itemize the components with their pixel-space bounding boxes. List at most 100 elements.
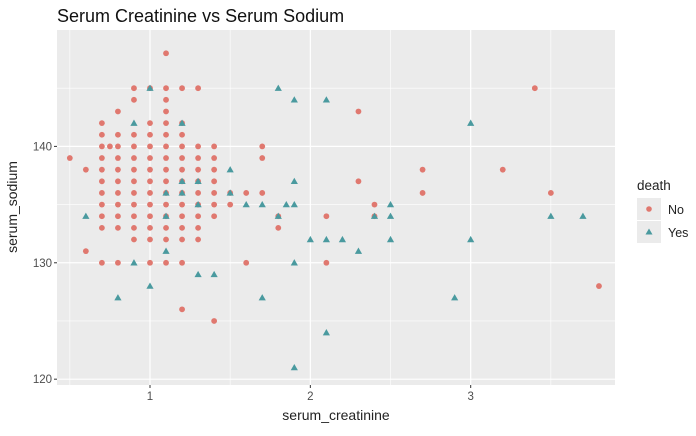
data-point-no: [211, 143, 218, 150]
data-point-no: [147, 201, 153, 208]
data-point-yes: [146, 84, 154, 91]
data-point-no: [163, 50, 169, 57]
data-point-no: [179, 213, 185, 220]
data-point-no: [115, 166, 121, 173]
data-point-no: [547, 190, 554, 196]
data-point-yes: [178, 119, 186, 126]
data-point-no: [419, 190, 426, 196]
data-point-no: [147, 259, 153, 266]
data-point-no: [131, 166, 137, 173]
data-point-yes: [194, 270, 202, 278]
data-point-no: [131, 190, 137, 196]
data-point-yes: [162, 212, 170, 219]
data-point-no: [243, 259, 250, 266]
data-point-yes: [178, 177, 186, 185]
data-point-no: [211, 213, 218, 220]
data-point-no: [115, 143, 121, 150]
data-point-no: [82, 248, 89, 255]
y-tick-label: 130: [33, 258, 52, 270]
data-point-no: [179, 85, 185, 92]
data-point-no: [195, 155, 202, 161]
data-point-yes: [322, 329, 330, 336]
data-points: [66, 50, 602, 371]
data-point-no: [115, 108, 121, 115]
data-point-no: [147, 224, 153, 231]
legend-label-no: No: [668, 203, 684, 217]
data-point-no: [275, 224, 282, 231]
data-point-yes: [258, 294, 266, 301]
data-point-no: [115, 178, 121, 185]
legend-label-yes: Yes: [668, 226, 688, 240]
data-point-no: [163, 108, 169, 115]
data-point-no: [98, 131, 105, 138]
data-point-no: [179, 201, 185, 208]
x-axis-title: serum_creatinine: [282, 407, 390, 423]
data-point-yes: [210, 270, 218, 278]
data-point-no: [195, 85, 202, 92]
data-point-no: [98, 190, 105, 196]
data-point-no: [115, 259, 121, 266]
data-point-no: [163, 236, 169, 243]
chart-title: Serum Creatinine vs Serum Sodium: [57, 6, 344, 26]
data-point-no: [195, 166, 202, 173]
data-point-no: [147, 143, 153, 150]
data-point-no: [355, 108, 362, 115]
data-point-no: [131, 213, 137, 220]
data-point-no: [596, 283, 602, 289]
data-point-no: [98, 120, 105, 127]
data-point-no: [195, 213, 202, 220]
data-point-yes: [290, 200, 298, 208]
data-point-no: [98, 259, 105, 266]
data-point-yes: [274, 84, 282, 91]
data-point-no: [163, 224, 169, 231]
data-point-yes: [226, 189, 234, 196]
data-point-yes: [130, 259, 138, 266]
data-point-no: [163, 143, 169, 150]
data-point-no: [531, 85, 538, 92]
data-point-no: [179, 131, 185, 138]
data-point-no: [195, 190, 202, 196]
data-point-no: [259, 143, 266, 150]
data-point-yes: [226, 166, 234, 173]
data-point-yes: [370, 212, 379, 219]
data-point-no: [179, 224, 185, 231]
data-point-no: [163, 155, 169, 161]
data-point-no: [243, 190, 250, 196]
data-point-no: [115, 224, 121, 231]
data-point-yes: [338, 235, 347, 243]
data-point-no: [499, 166, 506, 173]
data-point-yes: [386, 235, 395, 243]
data-point-no: [323, 213, 330, 220]
legend-marker-triangle: [645, 228, 653, 235]
data-point-yes: [547, 212, 555, 219]
x-tick-label: 2: [307, 391, 313, 403]
data-point-yes: [194, 200, 202, 208]
data-point-no: [147, 190, 153, 196]
data-point-no: [147, 236, 153, 243]
data-point-no: [98, 213, 105, 220]
data-point-no: [371, 201, 378, 208]
data-point-no: [147, 120, 153, 127]
data-point-no: [163, 166, 169, 173]
data-point-no: [179, 143, 185, 150]
data-point-no: [147, 213, 153, 220]
data-point-no: [163, 131, 169, 138]
data-point-no: [131, 201, 137, 208]
data-point-yes: [322, 96, 330, 103]
data-point-no: [163, 178, 169, 185]
data-point-no: [163, 201, 169, 208]
data-point-no: [131, 236, 137, 243]
data-point-no: [107, 143, 113, 150]
data-point-no: [147, 155, 153, 161]
data-point-yes: [290, 259, 298, 266]
data-point-no: [323, 259, 330, 266]
data-point-no: [211, 201, 218, 208]
data-point-no: [179, 236, 185, 243]
data-point-no: [131, 131, 137, 138]
data-point-yes: [290, 363, 298, 371]
data-point-no: [98, 201, 105, 208]
data-point-yes: [386, 212, 395, 219]
data-point-no: [115, 155, 121, 161]
data-point-yes: [579, 212, 587, 219]
